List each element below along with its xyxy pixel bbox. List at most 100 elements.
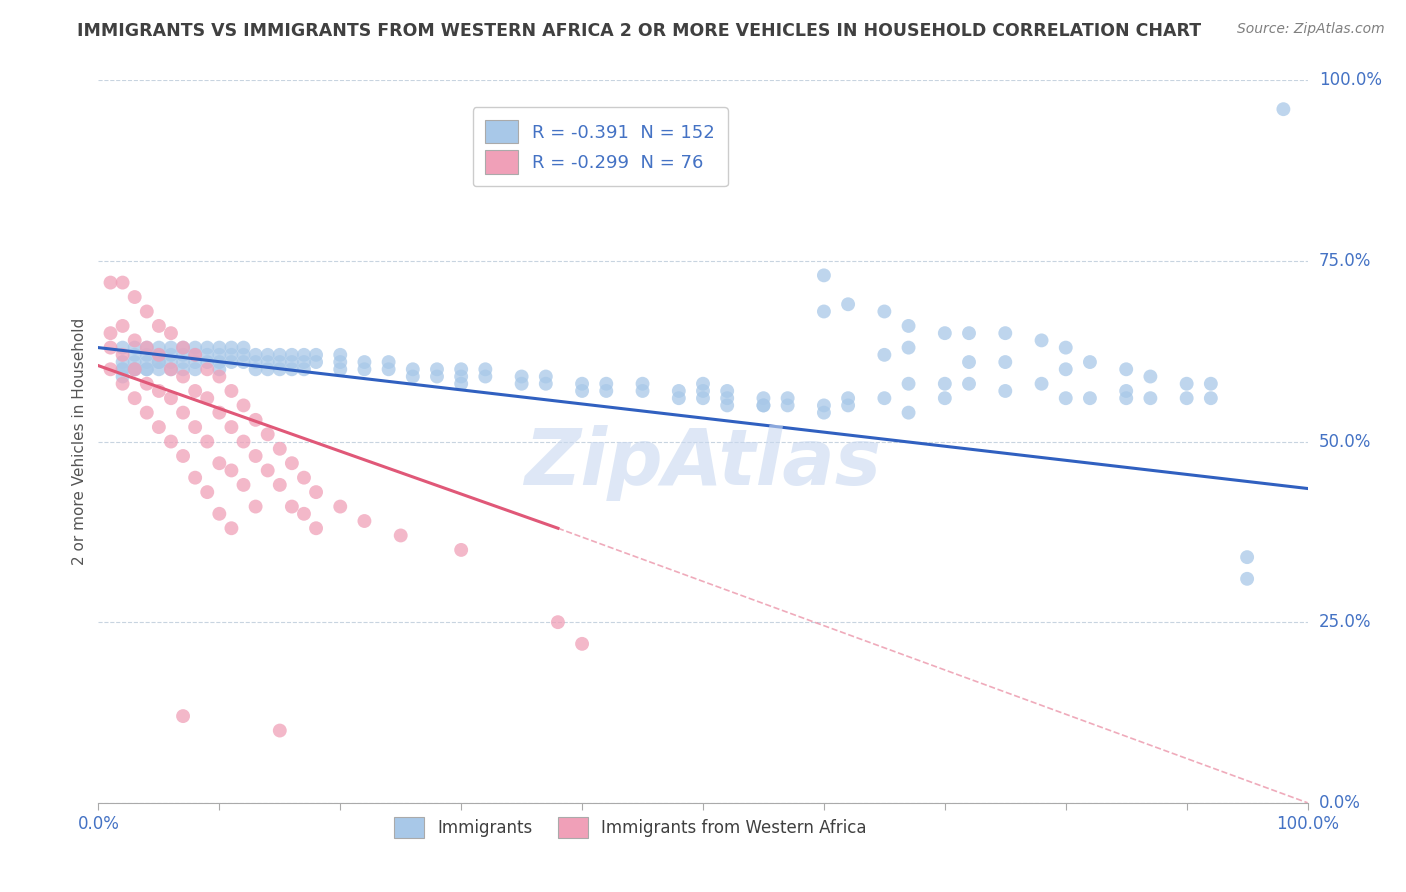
Point xyxy=(124,355,146,369)
Point xyxy=(256,427,278,442)
Text: ZipAtlas: ZipAtlas xyxy=(524,425,882,501)
Point xyxy=(1139,369,1161,384)
Point xyxy=(100,341,122,355)
Point xyxy=(269,478,291,492)
Point xyxy=(716,384,738,398)
Point xyxy=(172,709,194,723)
Point xyxy=(184,470,207,484)
Point xyxy=(631,376,654,391)
Point xyxy=(292,507,315,521)
Point xyxy=(1054,341,1077,355)
Point xyxy=(232,478,254,492)
Point xyxy=(1236,572,1258,586)
Point xyxy=(135,304,157,318)
Point xyxy=(148,348,170,362)
Point xyxy=(813,406,835,420)
Point xyxy=(269,348,291,362)
Point xyxy=(269,442,291,456)
Legend: Immigrants, Immigrants from Western Africa: Immigrants, Immigrants from Western Afri… xyxy=(388,810,873,845)
Point xyxy=(135,362,157,376)
Point xyxy=(873,391,896,405)
Point xyxy=(160,326,183,340)
Point xyxy=(305,348,328,362)
Point xyxy=(1115,384,1137,398)
Point xyxy=(776,391,799,405)
Point xyxy=(329,362,352,376)
Point xyxy=(957,355,980,369)
Point xyxy=(752,398,775,412)
Point xyxy=(172,341,194,355)
Point xyxy=(124,341,146,355)
Point xyxy=(135,355,157,369)
Point xyxy=(934,391,956,405)
Point xyxy=(571,637,593,651)
Point xyxy=(1078,355,1101,369)
Point xyxy=(111,376,134,391)
Point xyxy=(450,376,472,391)
Point xyxy=(1031,376,1053,391)
Point xyxy=(1175,391,1198,405)
Point xyxy=(232,355,254,369)
Point xyxy=(426,362,449,376)
Point xyxy=(256,348,278,362)
Point xyxy=(232,341,254,355)
Point xyxy=(426,369,449,384)
Point xyxy=(148,355,170,369)
Point xyxy=(124,362,146,376)
Point xyxy=(534,369,557,384)
Point xyxy=(256,362,278,376)
Point xyxy=(245,348,267,362)
Point xyxy=(100,362,122,376)
Point xyxy=(752,398,775,412)
Point xyxy=(100,276,122,290)
Point xyxy=(111,348,134,362)
Point xyxy=(184,348,207,362)
Point xyxy=(813,398,835,412)
Point xyxy=(135,341,157,355)
Point xyxy=(1054,362,1077,376)
Point xyxy=(148,362,170,376)
Point xyxy=(994,355,1017,369)
Point xyxy=(232,398,254,412)
Point xyxy=(353,355,375,369)
Point xyxy=(135,341,157,355)
Point xyxy=(716,398,738,412)
Point xyxy=(1236,550,1258,565)
Point xyxy=(111,362,134,376)
Point xyxy=(957,326,980,340)
Point xyxy=(292,362,315,376)
Point xyxy=(221,463,243,477)
Point xyxy=(934,376,956,391)
Point xyxy=(148,348,170,362)
Text: 75.0%: 75.0% xyxy=(1319,252,1371,270)
Point xyxy=(221,348,243,362)
Point xyxy=(813,304,835,318)
Point xyxy=(752,391,775,405)
Point xyxy=(135,362,157,376)
Point xyxy=(281,355,304,369)
Point xyxy=(184,348,207,362)
Text: Source: ZipAtlas.com: Source: ZipAtlas.com xyxy=(1237,22,1385,37)
Point xyxy=(184,341,207,355)
Point xyxy=(184,362,207,376)
Point xyxy=(160,362,183,376)
Point xyxy=(195,485,218,500)
Point xyxy=(934,326,956,340)
Point xyxy=(148,341,170,355)
Point xyxy=(135,376,157,391)
Point xyxy=(124,391,146,405)
Point xyxy=(873,348,896,362)
Point xyxy=(208,456,231,470)
Point xyxy=(668,391,690,405)
Point xyxy=(256,463,278,477)
Point xyxy=(353,362,375,376)
Point xyxy=(172,348,194,362)
Point xyxy=(1054,391,1077,405)
Text: 50.0%: 50.0% xyxy=(1319,433,1371,450)
Point xyxy=(184,355,207,369)
Point xyxy=(111,369,134,384)
Point xyxy=(245,449,267,463)
Point xyxy=(1031,334,1053,348)
Point xyxy=(1199,391,1222,405)
Point xyxy=(195,434,218,449)
